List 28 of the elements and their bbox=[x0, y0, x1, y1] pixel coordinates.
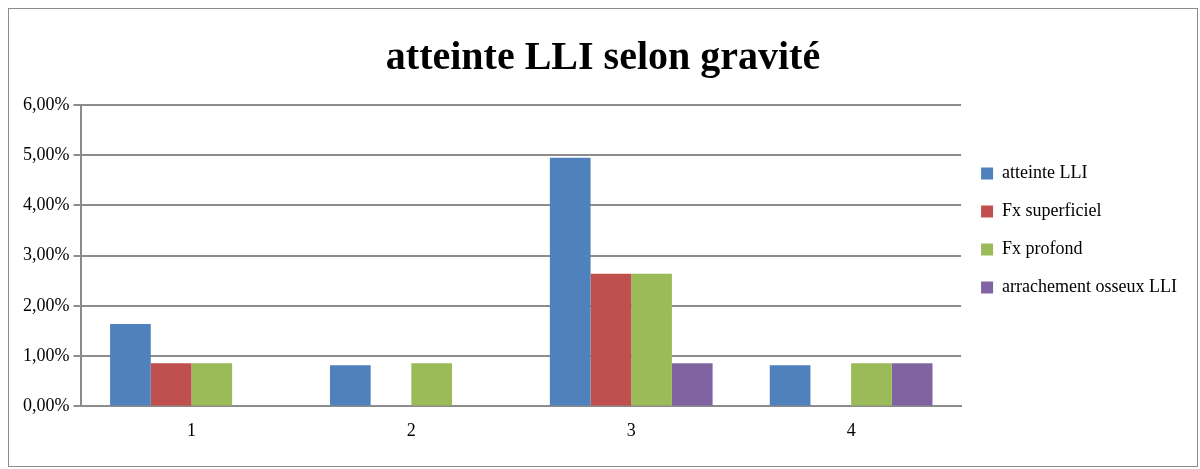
y-tick-label: 4,00% bbox=[22, 194, 70, 215]
x-tick-label: 1 bbox=[186, 419, 196, 440]
y-tick-label: 6,00% bbox=[22, 93, 70, 114]
bar bbox=[631, 273, 672, 406]
y-tick-label: 3,00% bbox=[22, 244, 70, 265]
bar bbox=[590, 273, 632, 406]
x-tick-label: 3 bbox=[626, 419, 636, 440]
bar bbox=[110, 324, 151, 406]
x-tick-label: 4 bbox=[846, 419, 856, 440]
bar bbox=[769, 365, 811, 406]
y-tick-label: 1,00% bbox=[22, 344, 70, 365]
legend-label: Fx superficiel bbox=[1002, 200, 1102, 221]
y-tick-label: 0,00% bbox=[22, 395, 70, 416]
legend-label: arrachement osseux LLI bbox=[1002, 276, 1178, 297]
bar bbox=[891, 363, 933, 406]
y-tick-label: 2,00% bbox=[22, 294, 70, 315]
bar bbox=[851, 363, 892, 406]
bar bbox=[191, 363, 233, 406]
bar bbox=[671, 363, 713, 406]
bar bbox=[150, 363, 192, 406]
legend-label: Fx profond bbox=[1002, 238, 1083, 259]
bar bbox=[411, 363, 453, 406]
y-tick-label: 5,00% bbox=[22, 143, 70, 164]
x-tick-label: 2 bbox=[406, 419, 416, 440]
bar bbox=[329, 365, 371, 406]
chart-title: atteinte LLI selon gravité bbox=[385, 33, 821, 79]
bar bbox=[549, 157, 591, 406]
legend-label: atteinte LLI bbox=[1002, 162, 1088, 183]
